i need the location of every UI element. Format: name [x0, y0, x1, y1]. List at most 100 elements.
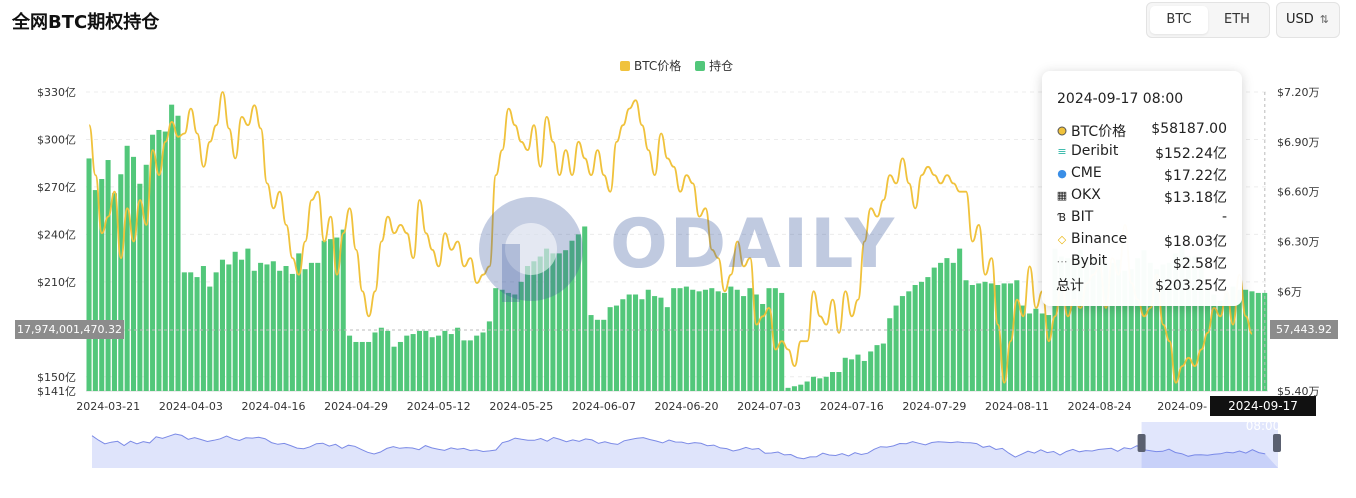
tooltip-row-bit: Ɓ BIT -	[1056, 209, 1227, 231]
crosshair-x-label: 2024-09-17 08:00	[1210, 396, 1316, 433]
oi-bar	[658, 297, 664, 391]
oi-bar	[397, 341, 403, 391]
tooltip-value: $58187.00	[1151, 121, 1227, 137]
navigator-handle[interactable]	[1137, 434, 1146, 452]
oi-bar	[531, 261, 537, 391]
oi-bar	[366, 341, 372, 391]
y-left-tick-label: $141亿	[37, 385, 76, 398]
y-right-tick-label: $6.30万	[1277, 236, 1320, 249]
oi-bar	[1141, 250, 1147, 391]
oi-bar	[918, 281, 925, 391]
oi-bar	[893, 305, 899, 391]
x-tick-label: 2024-07-29	[902, 400, 966, 413]
tooltip-row-price: BTC价格 $58187.00	[1056, 121, 1227, 143]
oi-bar	[1262, 292, 1268, 391]
oi-bar	[391, 346, 397, 391]
oi-bar	[175, 115, 181, 391]
oi-bar	[99, 179, 105, 391]
oi-bar	[556, 253, 562, 391]
oi-bar	[200, 266, 206, 391]
chevron-updown-icon: ⇅	[1319, 13, 1329, 26]
legend-item-oi[interactable]: 持仓	[695, 59, 733, 73]
navigator-area	[92, 434, 1278, 468]
oi-bar	[798, 384, 804, 391]
oi-bar	[1204, 289, 1210, 391]
tooltip-label: BTC价格	[1071, 124, 1127, 140]
price-dot-icon	[1056, 126, 1068, 139]
oi-bar	[264, 264, 270, 391]
oi-bar	[741, 296, 747, 391]
oi-bar	[569, 240, 575, 391]
tooltip-row-bybit: ⋯ Bybit $2.58亿	[1056, 253, 1228, 275]
oi-bar	[493, 288, 499, 391]
oi-bar	[1096, 258, 1102, 391]
oi-bar	[86, 158, 92, 391]
chart-tooltip: 2024-09-17 08:00 BTC价格 $58187.00 ≡ Deribi…	[1042, 71, 1242, 306]
oi-bar	[1135, 258, 1141, 391]
oi-bar	[791, 386, 797, 391]
oi-bar	[372, 332, 378, 391]
navigator-selection[interactable]	[1141, 422, 1278, 468]
oi-bar	[671, 288, 677, 391]
currency-select[interactable]: USD ⇅	[1276, 2, 1340, 38]
tooltip-row-okx: ▦ OKX $13.18亿	[1056, 187, 1227, 209]
tab-eth[interactable]: ETH	[1224, 12, 1250, 27]
oi-bar	[874, 345, 880, 391]
oi-bar	[1020, 305, 1026, 391]
oi-bar	[772, 288, 778, 391]
oi-bar	[1109, 262, 1115, 391]
x-tick-label: 2024-07-16	[820, 400, 884, 413]
oi-bar	[340, 229, 346, 391]
oi-bar	[931, 267, 937, 391]
tooltip-value: $13.18亿	[1164, 190, 1227, 206]
oi-bar	[226, 264, 232, 391]
oi-bar	[524, 266, 531, 391]
watermark-text: ODAILY	[610, 205, 897, 284]
oi-bar	[270, 261, 276, 391]
oi-bar	[207, 286, 213, 391]
oi-bar	[1230, 286, 1236, 391]
oi-bar	[957, 248, 963, 391]
oi-bar	[785, 387, 791, 391]
tooltip-label: Binance	[1071, 231, 1128, 247]
oi-bar	[296, 253, 302, 391]
oi-bar	[1077, 250, 1083, 391]
oi-bar	[969, 285, 975, 391]
oi-bar	[404, 335, 410, 391]
oi-bar	[156, 129, 162, 391]
y-right-tick-label: $5.40万	[1277, 385, 1320, 398]
tooltip-label: OKX	[1071, 187, 1101, 203]
oi-bar	[1185, 256, 1191, 391]
oi-bar	[766, 288, 772, 391]
legend-item-price[interactable]: BTC价格	[620, 59, 681, 73]
tooltip-label: CME	[1071, 165, 1102, 181]
y-right-tick-label: $6.60万	[1277, 186, 1320, 199]
oi-bar	[1249, 291, 1255, 391]
oi-bar	[1224, 292, 1230, 391]
x-tick-label: 2024-06-07	[572, 400, 636, 413]
oi-bar	[1014, 280, 1020, 391]
legend-swatch-price	[620, 61, 630, 71]
oi-bar	[626, 294, 632, 391]
oi-bar	[639, 299, 645, 391]
deribit-icon: ≡	[1057, 145, 1067, 158]
oi-bar	[1033, 308, 1039, 391]
oi-bar	[1147, 262, 1153, 391]
oi-bar	[836, 372, 842, 391]
crosshair-right-label: 57,443.92	[1270, 320, 1338, 339]
oi-bar	[378, 327, 384, 391]
oi-bar	[1211, 294, 1217, 391]
oi-bar	[1090, 258, 1096, 391]
tooltip-label: Deribit	[1071, 143, 1119, 159]
oi-bar	[1255, 292, 1261, 391]
oi-bar	[1192, 256, 1198, 391]
tooltip-row-cme: ● CME $17.22亿	[1056, 165, 1227, 187]
navigator-handle[interactable]	[1273, 434, 1281, 452]
tab-btc[interactable]: BTC	[1150, 6, 1208, 34]
oi-bar	[251, 270, 257, 391]
oi-bar	[1217, 300, 1223, 391]
x-tick-label: 2024-03-21	[76, 400, 140, 413]
oi-bar	[944, 258, 950, 391]
oi-bar	[1052, 248, 1058, 391]
oi-bar	[855, 354, 861, 391]
